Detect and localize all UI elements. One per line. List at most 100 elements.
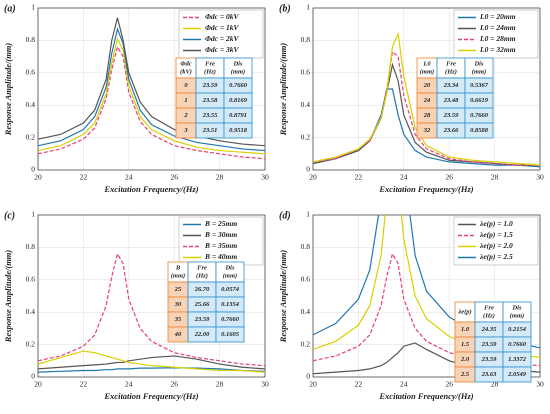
series-line xyxy=(313,31,540,166)
table-header-text: L0 xyxy=(422,60,431,67)
plot-frame xyxy=(37,7,266,171)
table-cell-text: 23.59 xyxy=(481,356,497,363)
table-header-text: (mm) xyxy=(420,68,434,75)
x-tick-label: 30 xyxy=(261,173,269,182)
legend-label: L0 = 32mm xyxy=(479,45,516,54)
legend-label: λe(p) = 2.0 xyxy=(479,241,513,250)
series-line xyxy=(38,45,265,160)
table-cell-text: 1 xyxy=(184,97,187,104)
series-line xyxy=(313,50,540,166)
table-cell-text: 0.9518 xyxy=(229,127,248,134)
x-axis-label: Excitation Frequency/(Hz) xyxy=(103,184,198,194)
series-line xyxy=(38,37,265,155)
table-header-text: (kV) xyxy=(180,68,192,75)
y-tick-label: 0.2 xyxy=(26,132,36,141)
table-cell-text: 24 xyxy=(423,97,431,104)
series-line xyxy=(38,252,265,367)
table-header-text: (mm) xyxy=(231,68,245,75)
table-cell-text: 2.0549 xyxy=(507,371,527,378)
table-cell-text: 23.59 xyxy=(443,112,459,119)
table-cell-text: 24.35 xyxy=(481,326,497,333)
legend-label: Φdc = 2kV xyxy=(205,34,240,43)
x-tick-label: 30 xyxy=(536,173,544,182)
legend-label: B = 30mm xyxy=(204,230,237,239)
plot-frame xyxy=(37,214,266,378)
y-tick-label: 0.2 xyxy=(301,339,311,348)
y-tick-label: 1 xyxy=(31,210,35,219)
x-tick-label: 22 xyxy=(80,173,88,182)
table-cell-text: 20 xyxy=(423,82,431,89)
series-line xyxy=(38,350,265,373)
legend-label: λe(p) = 1.5 xyxy=(479,230,513,239)
table-cell-text: 23.51 xyxy=(202,127,218,134)
table-cell-text: 0.7660 xyxy=(221,316,240,323)
table-cell-text: 23.63 xyxy=(481,371,497,378)
table-cell-text: 23.66 xyxy=(443,127,459,134)
series-line xyxy=(38,27,265,152)
x-tick-label: 24 xyxy=(125,173,133,182)
table-header-text: Dis xyxy=(473,60,484,67)
legend-label: Φdc = 0kV xyxy=(205,12,240,21)
x-tick-label: 30 xyxy=(261,380,269,389)
table-cell-text: 23.59 xyxy=(481,341,497,348)
x-tick-label: 20 xyxy=(34,380,42,389)
panel: 0 0.2 0.4 0.6 0.8 1 20 22 24 26 28 30 λe(p) = 1.0 λe(… xyxy=(278,210,544,401)
legend-label: L0 = 24mm xyxy=(479,23,516,32)
table-cell-text: 0.8169 xyxy=(229,97,248,104)
y-axis-label: Response Amplitude/(mm) xyxy=(3,250,13,344)
panel-label: (d) xyxy=(279,210,291,221)
table-header-text: (Hz) xyxy=(445,68,457,75)
table-cell-text: 23.59 xyxy=(194,316,210,323)
y-tick-label: 1 xyxy=(31,3,35,12)
table-cell-text: 23.55 xyxy=(202,112,218,119)
legend-label: Φdc = 1kV xyxy=(205,23,240,32)
table-cell xyxy=(464,122,494,139)
table-header-text: (mm) xyxy=(171,272,185,279)
table-cell-text: 0.5367 xyxy=(470,82,489,89)
x-tick-label: 30 xyxy=(536,380,544,389)
table-cell-text: 23.59 xyxy=(202,82,218,89)
y-tick-label: 0.6 xyxy=(301,275,311,284)
table-cell-text: 25.66 xyxy=(194,301,210,308)
table-cell-text: 2.5 xyxy=(460,371,470,378)
table-header-text: (mm) xyxy=(472,68,486,75)
panel-label: (c) xyxy=(4,210,15,221)
table-header-text: Fre xyxy=(484,304,494,311)
table-cell-text: 28 xyxy=(423,112,431,119)
table-cell-text: 22.00 xyxy=(194,331,210,338)
x-tick-label: 28 xyxy=(216,173,224,182)
x-tick-label: 26 xyxy=(445,173,453,182)
y-tick-label: 0.4 xyxy=(301,307,311,316)
table-header-text: Dis xyxy=(232,60,243,67)
table-cell xyxy=(502,366,532,383)
y-tick-label: 1 xyxy=(306,210,310,219)
legend-label: λe(p) = 1.0 xyxy=(479,219,513,228)
panel: 0 0.2 0.4 0.6 0.8 1 20 22 24 26 28 30 B = 25mm B = 30… xyxy=(3,210,269,401)
y-tick-label: 0.4 xyxy=(26,100,36,109)
y-axis-label: Response Amplitude/(mm) xyxy=(278,43,288,137)
y-tick-label: 0.2 xyxy=(301,132,311,141)
table-cell-text: 0 xyxy=(184,82,188,89)
legend-label: Φdc = 3kV xyxy=(205,45,240,54)
legend-label: B = 40mm xyxy=(204,252,237,261)
y-tick-label: 0 xyxy=(31,165,35,174)
y-tick-label: 0.8 xyxy=(26,35,36,44)
x-tick-label: 24 xyxy=(400,380,408,389)
table-cell-text: 40 xyxy=(174,331,182,338)
table-cell-text: 26.70 xyxy=(194,286,210,293)
table-cell-text: 0.8791 xyxy=(229,112,247,119)
x-tick-label: 26 xyxy=(170,173,178,182)
table-header-text: λe(p) xyxy=(457,308,471,315)
table-header-text: (Hz) xyxy=(196,272,208,279)
y-tick-label: 0.8 xyxy=(301,35,311,44)
table-header-text: (Hz) xyxy=(204,68,216,75)
table-cell-text: 0.8588 xyxy=(470,127,489,134)
table-header-text: (mm) xyxy=(223,272,237,279)
table-header-text: Fre xyxy=(446,60,456,67)
panel-label: (a) xyxy=(4,3,16,14)
table-header-text: Φdc xyxy=(180,60,191,67)
series-line xyxy=(38,17,265,147)
table-cell-text: 0.2154 xyxy=(508,326,527,333)
plot-frame xyxy=(312,7,541,171)
